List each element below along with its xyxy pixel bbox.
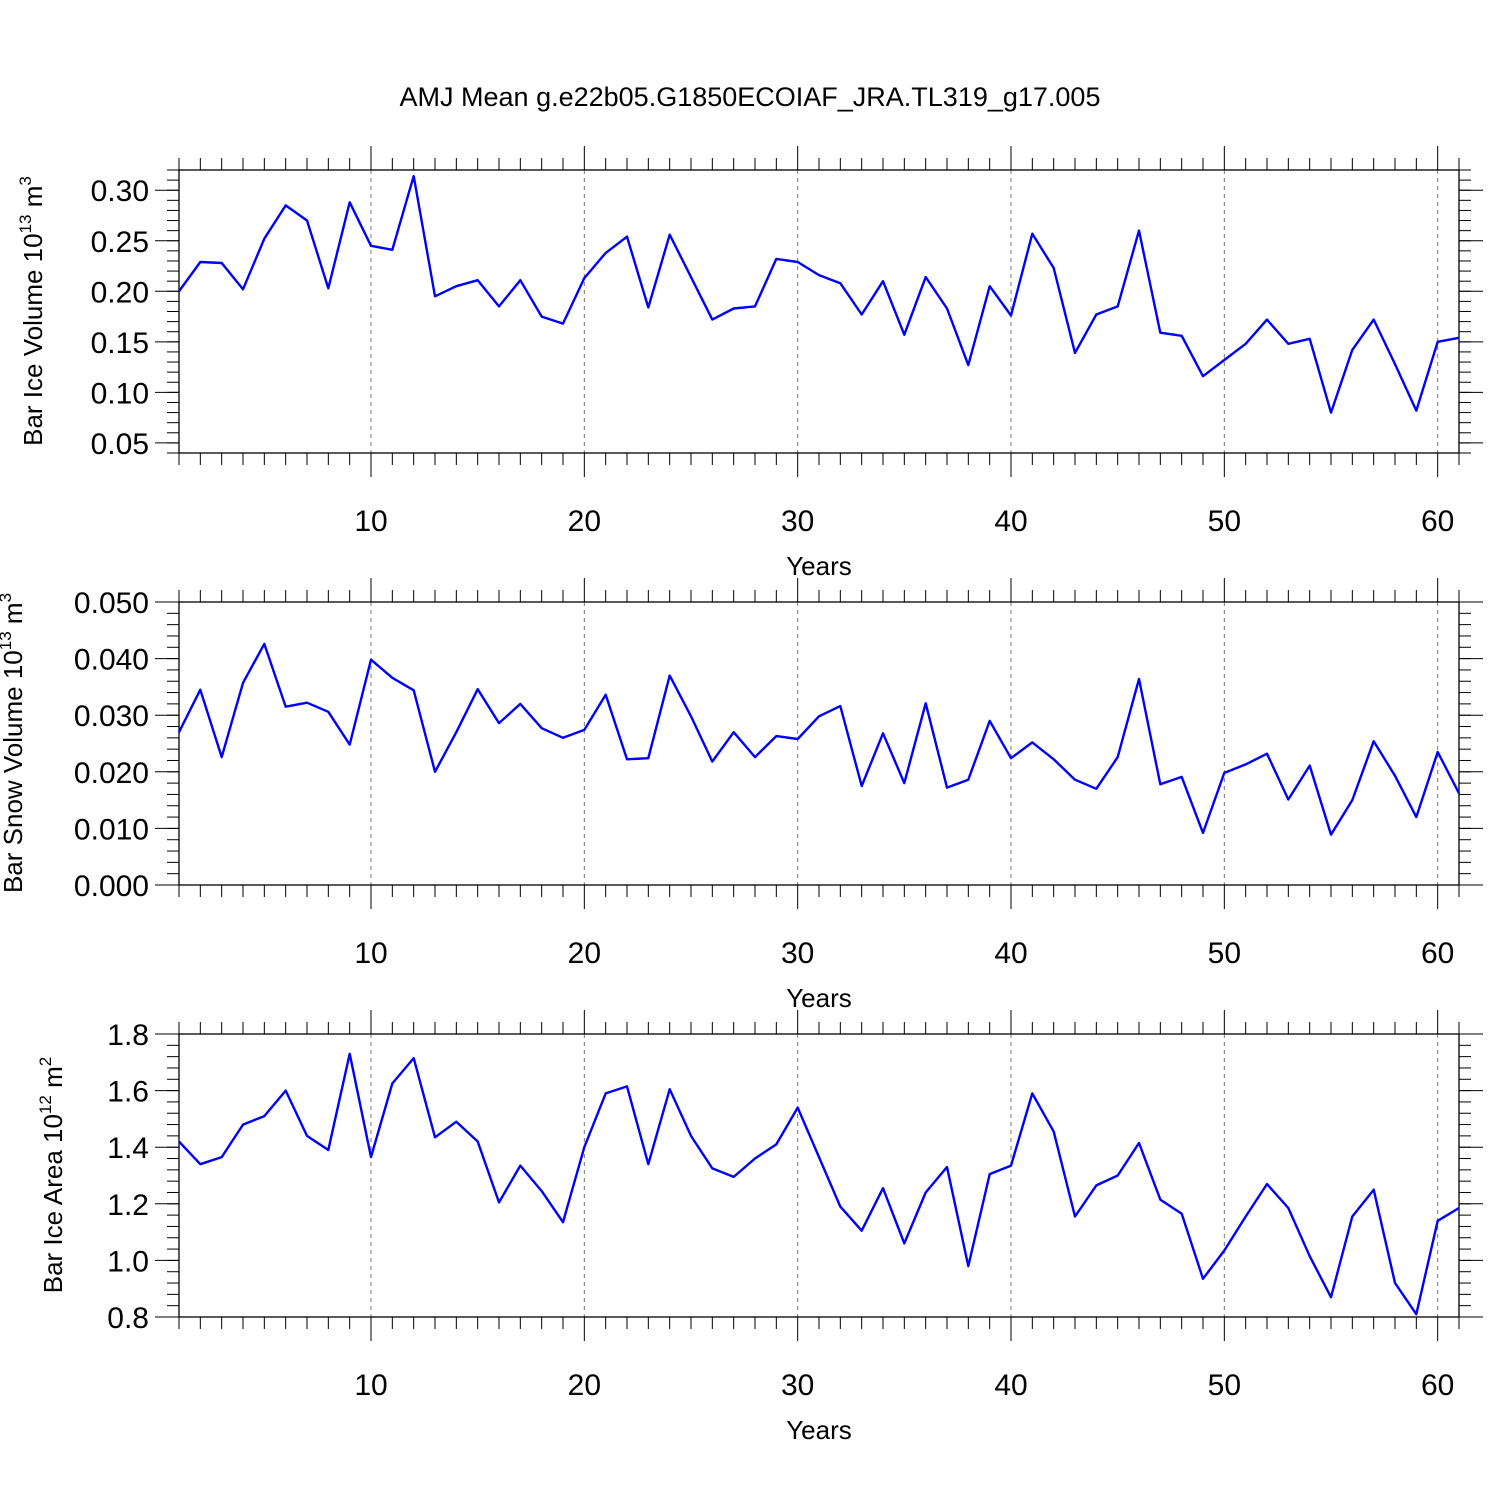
x-axis-label: Years (786, 1415, 852, 1445)
x-tick-label: 60 (1421, 1369, 1454, 1402)
x-tick-label: 20 (568, 937, 601, 970)
panel-1: 10 20 30 40 50 60 0.05 0.10 0.15 0.20 0.25 0.30 Year… (16, 146, 1483, 581)
y-axis-label-text: Bar Snow Volume 10 (0, 650, 28, 893)
chart-title: AMJ Mean g.e22b05.G1850ECOIAF_JRA.TL319_… (399, 82, 1101, 112)
y-axis-label-exponent: 13 (16, 214, 35, 233)
x-tick-label: 60 (1421, 937, 1454, 970)
x-tick-label: 60 (1421, 505, 1454, 538)
y-tick-label: 0.030 (74, 700, 149, 733)
x-tick-label: 10 (354, 937, 387, 970)
y-axis-label: Bar Ice Volume 1013 m3 (16, 176, 48, 446)
y-tick-label: 1.2 (107, 1189, 149, 1222)
y-axis-label-unit: m (0, 602, 28, 631)
y-axis-label-unit-power: 3 (0, 593, 15, 602)
x-tick-label: 50 (1208, 937, 1241, 970)
y-axis-label-unit-power: 3 (16, 176, 35, 185)
series-line (178, 1052, 1460, 1316)
y-tick-label: 0.05 (91, 428, 149, 461)
y-tick-label: 0.020 (74, 757, 149, 790)
x-tick-label: 40 (994, 1369, 1027, 1402)
y-tick-label: 1.4 (107, 1132, 149, 1165)
y-axis-label-unit-power: 2 (36, 1057, 55, 1066)
x-tick-label: 10 (354, 1369, 387, 1402)
y-axis-label: Bar Ice Area 1012 m2 (36, 1057, 68, 1294)
y-tick-label: 0.010 (74, 813, 149, 846)
x-axis-label: Years (786, 551, 852, 581)
x-tick-label: 10 (354, 505, 387, 538)
x-tick-label: 40 (994, 505, 1027, 538)
y-axis-label-exponent: 12 (36, 1095, 55, 1114)
y-axis-label-unit: m (18, 186, 48, 215)
x-tick-label: 30 (781, 1369, 814, 1402)
y-axis-label: Bar Snow Volume 1013 m3 (0, 593, 28, 893)
y-tick-label: 1.6 (107, 1076, 149, 1109)
y-tick-label: 0.20 (91, 276, 149, 309)
y-tick-label: 1.0 (107, 1245, 149, 1278)
y-tick-label: 0.000 (74, 870, 149, 903)
y-tick-label: 0.10 (91, 377, 149, 410)
series-line (177, 642, 1461, 836)
y-tick-label: 0.30 (91, 175, 149, 208)
y-tick-label: 0.8 (107, 1302, 149, 1335)
y-axis-label-exponent: 13 (0, 631, 15, 650)
x-tick-label: 20 (568, 1369, 601, 1402)
y-tick-label: 0.040 (74, 644, 149, 677)
y-axis-label-unit: m (38, 1066, 68, 1095)
y-tick-label: 0.050 (74, 587, 149, 620)
x-tick-label: 30 (781, 937, 814, 970)
y-tick-label: 0.15 (91, 327, 149, 360)
x-axis-label: Years (786, 983, 852, 1013)
panel-2: 10 20 30 40 50 60 0.000 0.010 0.020 0.030 0.040 0.0… (0, 578, 1483, 1013)
y-axis-label-text: Bar Ice Area 10 (38, 1114, 68, 1293)
y-axis-label-text: Bar Ice Volume 10 (18, 233, 48, 445)
x-tick-label: 40 (994, 937, 1027, 970)
x-tick-label: 30 (781, 505, 814, 538)
x-tick-label: 50 (1208, 505, 1241, 538)
series-line (178, 174, 1460, 414)
x-tick-label: 50 (1208, 1369, 1241, 1402)
y-tick-label: 0.25 (91, 226, 149, 259)
x-tick-label: 20 (568, 505, 601, 538)
y-tick-label: 1.8 (107, 1019, 149, 1052)
panel-3: 10 20 30 40 50 60 0.8 1.0 1.2 1.4 1.6 1.8 Years Bar I… (36, 1010, 1483, 1445)
